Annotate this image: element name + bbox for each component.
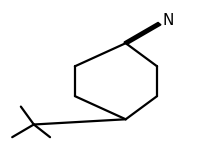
Text: N: N (162, 13, 174, 28)
